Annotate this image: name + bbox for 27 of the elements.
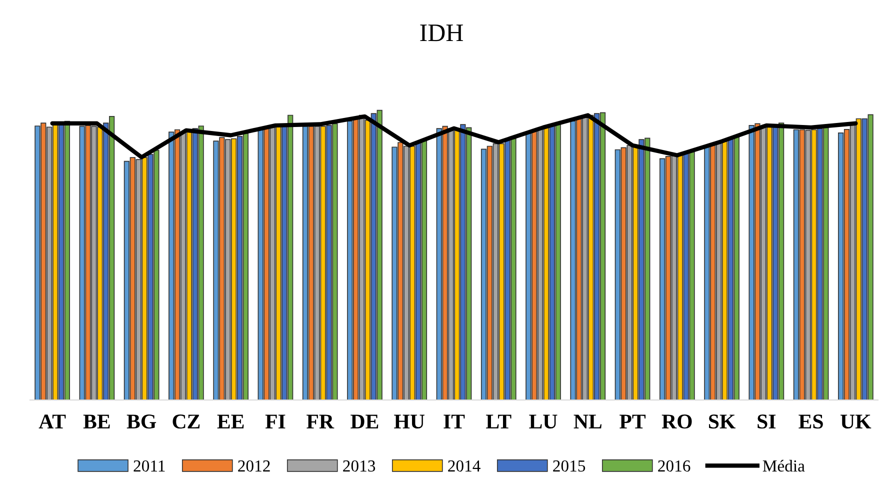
x-tick-label: HU [394,414,424,429]
x-tick-label: DE [350,414,378,428]
x-tick-label: IT [444,414,465,428]
x-tick-label: CZ [172,414,200,429]
x-tick-label: LU [529,414,558,429]
x-tick-label: UK [840,414,872,429]
legend-label: 2012 [238,460,270,472]
chart-title: IDH [420,24,463,42]
legend-label: 2011 [134,460,165,472]
legend-label: 2013 [343,460,376,472]
legend-label: Média [762,460,805,472]
x-tick-label: ES [798,414,823,429]
legend-label: 2016 [658,460,690,472]
x-tick-label: BG [126,414,156,429]
x-tick-label: SI [758,414,776,429]
x-tick-label: RO [662,414,692,429]
x-tick-label: NL [574,414,602,428]
legend-label: 2014 [448,460,480,472]
x-tick-label: AT [38,414,66,428]
x-tick-label: LT [486,414,512,428]
x-tick-label: EE [217,414,244,428]
x-tick-label: FI [265,414,286,428]
x-tick-label: SK [709,414,736,429]
legend-label: 2015 [553,460,586,472]
x-tick-label: PT [620,414,646,428]
x-tick-label: BE [83,414,110,428]
x-tick-label: FR [306,414,334,428]
